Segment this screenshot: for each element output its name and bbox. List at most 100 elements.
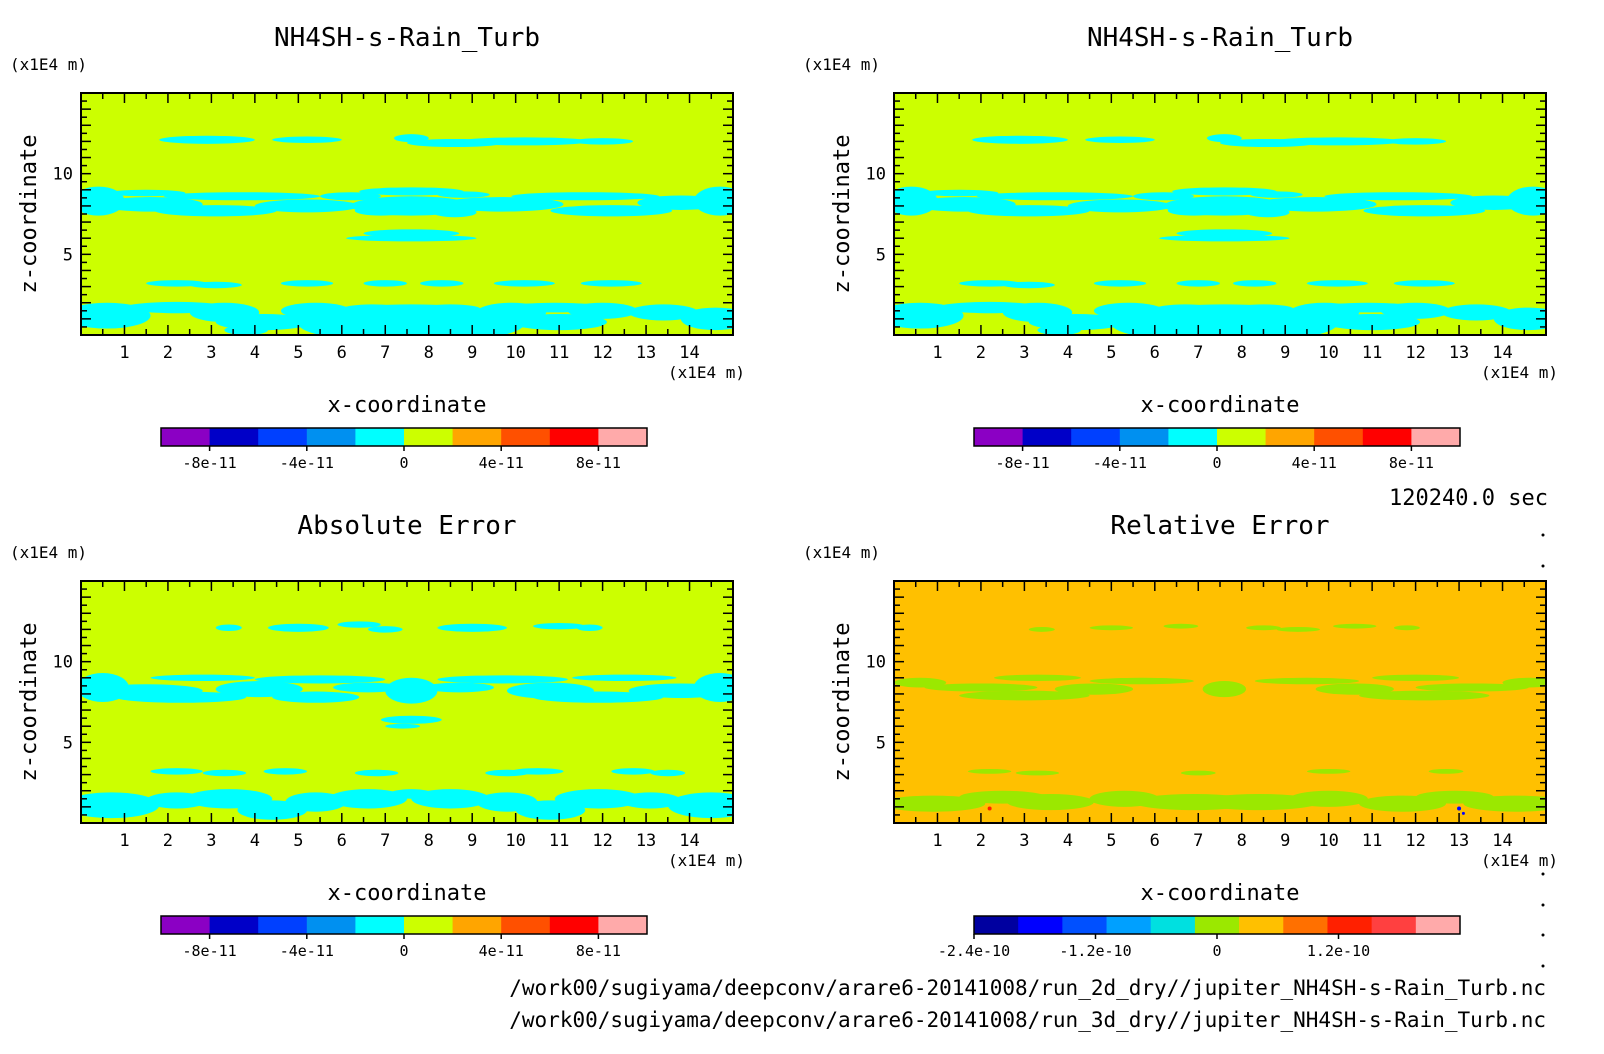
contour-blob [1198, 793, 1320, 811]
colorbar-swatch [501, 916, 551, 934]
colorbar-swatch [161, 916, 211, 934]
y-axis-label: z-coordinate [830, 135, 855, 294]
x-tick-label: 2 [163, 343, 173, 363]
x-tick-label: 10 [505, 343, 525, 363]
colorbar-swatch [209, 916, 259, 934]
contour-features [81, 621, 733, 820]
contour-blob [1233, 304, 1294, 315]
panel-bottom-right: Relative Error (x1E4 m) 1 2 3 4 5 6 7 8 9 10 11 12 1… [803, 511, 1558, 960]
contour-blob [1089, 625, 1134, 631]
x-tick-label: 13 [1449, 343, 1469, 363]
colorbar-swatch [1239, 916, 1284, 934]
colorbar-label: 0 [1212, 454, 1221, 472]
y-tick-label: 5 [63, 733, 73, 753]
x-tick-label: 3 [1019, 831, 1029, 851]
x-tick-label: 8 [1237, 831, 1247, 851]
contour-blob [1254, 677, 1360, 685]
colorbar-label: -4e-11 [280, 942, 334, 960]
contour-blob [159, 135, 255, 144]
colorbar-swatch [258, 428, 308, 446]
x-tick-label: 6 [337, 831, 347, 851]
contour-blob [224, 325, 268, 335]
contour-blob [1180, 770, 1216, 776]
colorbar-swatch [974, 916, 1019, 934]
colorbar-label: -4e-11 [280, 454, 334, 472]
colorbar-swatch [1119, 428, 1169, 446]
y-unit-label: (x1E4 m) [803, 543, 880, 562]
contour-blob [254, 199, 360, 213]
contour-blob [433, 207, 477, 218]
x-tick-label: 9 [467, 343, 477, 363]
y-tick-label: 5 [876, 733, 886, 753]
contour-blob [511, 314, 607, 331]
contour-blob [189, 281, 242, 289]
contour-blob [337, 621, 381, 628]
colorbar-swatch [501, 428, 551, 446]
contour-blob [967, 768, 1012, 774]
x-tick-label: 2 [163, 831, 173, 851]
x-tick-label: 14 [679, 831, 699, 851]
contour-blob [1324, 192, 1473, 201]
colorbar-label: 4e-11 [479, 454, 524, 472]
colorbar: -2.4e-10 -1.2e-10 0 1.2e-10 [938, 915, 1461, 960]
plot-frame [893, 92, 1547, 336]
contour-blob [628, 304, 699, 321]
colorbar-swatch [258, 916, 308, 934]
colorbar-swatch [1415, 916, 1461, 934]
contour-blob [1393, 625, 1420, 631]
colorbar-label: 0 [399, 942, 408, 960]
y-tick-labels: 5 10 [53, 165, 73, 266]
x-tick-label: 13 [636, 343, 656, 363]
panel-bottom-left: Absolute Error (x1E4 m) 1 2 3 4 5 6 7 8 9 10 11 12 1… [10, 511, 745, 960]
contour-blob [550, 205, 673, 217]
contour-blob [81, 792, 160, 819]
y-axis-label: z-coordinate [17, 135, 42, 294]
contour-blob [1393, 280, 1455, 287]
colorbar-swatch [306, 428, 356, 446]
x-tick-label: 6 [1150, 343, 1160, 363]
x-axis-label: x-coordinate [328, 881, 487, 906]
colorbar-swatch [306, 916, 356, 934]
contour-blob [1363, 205, 1486, 217]
colorbar-swatch [209, 428, 259, 446]
colorbar-swatch [1283, 916, 1328, 934]
x-tick-label: 11 [1362, 831, 1382, 851]
contour-blob [554, 789, 642, 809]
y-unit-label: (x1E4 m) [10, 543, 87, 562]
x-tick-label: 9 [1280, 831, 1290, 851]
contour-blob [1133, 192, 1194, 201]
x-tick-label: 2 [976, 831, 986, 851]
plot-frame [893, 580, 1547, 824]
y-axis-label: z-coordinate [17, 623, 42, 782]
contour-blob [894, 677, 947, 688]
colorbar-label: 8e-11 [1389, 454, 1434, 472]
x-tick-label: 12 [1405, 343, 1425, 363]
contour-blob [1037, 325, 1081, 335]
contour-blob [1250, 191, 1303, 198]
colorbar-label: 8e-11 [576, 942, 621, 960]
colorbar-swatch [1327, 916, 1373, 934]
colorbar-label: 4e-11 [1292, 454, 1337, 472]
y-tick-labels: 5 10 [866, 165, 886, 266]
colorbar-swatch [549, 916, 599, 934]
colorbar-swatch [598, 428, 648, 446]
contour-blob [150, 768, 203, 775]
contour-blob [1319, 302, 1416, 313]
contour-blob [1246, 207, 1290, 218]
x-tick-label: 6 [1150, 831, 1160, 851]
colorbar-swatch [1362, 428, 1412, 446]
x-tick-label: 8 [424, 831, 434, 851]
x-tick-labels: 1 2 3 4 5 6 7 8 9 10 11 12 13 14 [119, 343, 699, 363]
contour-blob [272, 691, 360, 703]
x-tick-labels: 1 2 3 4 5 6 7 8 9 10 11 12 13 14 [119, 831, 699, 851]
contour-blob [215, 681, 303, 698]
colorbar-swatch [1168, 428, 1218, 446]
panel-title: Relative Error [1110, 511, 1329, 541]
contour-blob [1359, 690, 1490, 701]
contour-blob [333, 682, 403, 693]
plot-frame [80, 92, 734, 336]
contour-blob [346, 234, 477, 242]
contour-blob [693, 672, 733, 702]
colorbar: -8e-11 -4e-11 0 4e-11 8e-11 [160, 915, 648, 960]
